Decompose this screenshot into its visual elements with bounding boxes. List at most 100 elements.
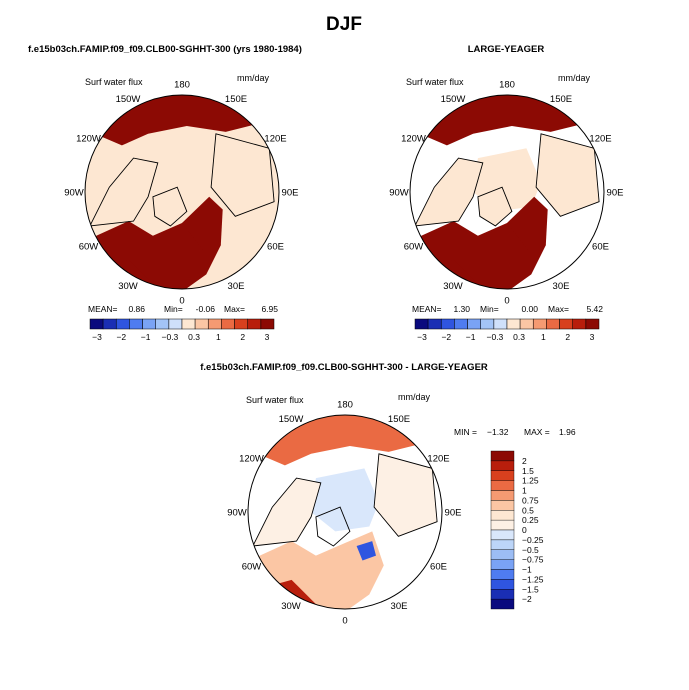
colorbar-swatch — [102, 318, 117, 330]
colorbar-swatch — [247, 318, 262, 330]
coastline-north-america — [252, 477, 322, 547]
colorbar-swatch — [414, 318, 429, 330]
variable-label: Surf water flux — [85, 77, 143, 87]
colorbar-tick-label: 1 — [541, 332, 546, 342]
lon-label: 180 — [174, 80, 190, 91]
colorbar-tick-label: −1 — [522, 565, 532, 575]
colorbar-swatch — [490, 490, 515, 501]
units-label: mm/day — [558, 73, 591, 83]
colorbar-swatch — [221, 318, 235, 330]
colorbar-tick-label: −1 — [141, 332, 151, 342]
lon-label: 120W — [239, 454, 264, 465]
colorbar-swatch — [490, 579, 515, 590]
panel-obs: LARGE-YEAGER Surf water flux mm/day 1801… — [389, 44, 623, 342]
units-label: mm/day — [237, 73, 270, 83]
region-eurasia-north — [374, 453, 438, 537]
colorbar-tick-label: 0.3 — [188, 332, 200, 342]
panel-title: f.e15b03ch.FAMIP.f09_f09.CLB00-SGHHT-300… — [200, 362, 488, 373]
colorbar-swatch — [490, 500, 515, 511]
max-label: Max= — [224, 304, 245, 314]
region-north-america — [89, 158, 158, 226]
colorbar-swatch — [427, 318, 442, 330]
max-value: 6.95 — [261, 304, 278, 314]
lon-label: 90W — [64, 188, 84, 199]
lon-label: 60E — [592, 242, 609, 253]
lon-label: 30W — [118, 281, 138, 292]
colorbar-swatch — [155, 318, 170, 330]
colorbar-swatch — [519, 318, 534, 330]
colorbar-tick-label: −2 — [441, 332, 451, 342]
map-boundary — [84, 94, 280, 290]
lon-label: 30W — [281, 601, 301, 612]
colorbar-swatch — [546, 318, 560, 330]
max-label: MAX = — [524, 427, 550, 437]
colorbar-swatch — [490, 460, 515, 471]
units-label: mm/day — [398, 392, 431, 402]
lon-label: 90W — [227, 508, 247, 519]
lon-label: 150W — [279, 414, 304, 425]
colorbar-swatch — [506, 318, 521, 330]
colorbar-swatch — [467, 318, 481, 330]
colorbar-swatch — [490, 529, 515, 541]
max-value: 5.42 — [586, 304, 603, 314]
colorbar-swatch — [490, 589, 515, 600]
colorbar-swatch — [490, 559, 515, 570]
lon-label: 180 — [499, 80, 515, 91]
colorbar-swatch — [490, 549, 515, 560]
colorbar-swatch — [559, 318, 573, 330]
panel-title: LARGE-YEAGER — [468, 44, 545, 55]
colorbar-tick-label: 0.3 — [513, 332, 525, 342]
colorbar-tick-label: 0.25 — [522, 515, 539, 525]
colorbar-swatch — [585, 318, 600, 330]
colorbar-tick-label: −2 — [116, 332, 126, 342]
colorbar-tick-label: −1.25 — [522, 574, 544, 584]
colorbar-tick-label: −0.3 — [487, 332, 504, 342]
colorbar-swatch — [89, 318, 104, 330]
lon-label: 90E — [445, 508, 462, 519]
colorbar-swatch — [533, 318, 547, 330]
region-barents-sea — [356, 541, 376, 561]
colorbar-tick-label: 0.5 — [522, 505, 534, 515]
colorbar-swatch — [490, 569, 515, 580]
region-north-america — [414, 158, 483, 226]
colorbar-tick-label: 1 — [522, 486, 527, 496]
page-title: DJF — [326, 14, 362, 35]
panel-diff: f.e15b03ch.FAMIP.f09_f09.CLB00-SGHHT-300… — [200, 362, 576, 627]
colorbar-swatch — [490, 598, 515, 610]
lon-label: 120W — [76, 134, 101, 145]
lon-label: 60W — [404, 242, 424, 253]
colorbar-swatch — [441, 318, 455, 330]
colorbar-tick-label: 0 — [522, 525, 527, 535]
colorbar-swatch — [493, 318, 508, 330]
lon-labels: 180 150E 120E 90E 60E 30E 0 30W 60W 90W 120W 150W — [64, 80, 298, 307]
panel-model: f.e15b03ch.FAMIP.f09_f09.CLB00-SGHHT-300… — [28, 44, 302, 342]
colorbar-swatch — [142, 318, 156, 330]
region-greenland — [152, 187, 187, 226]
variable-label: Surf water flux — [246, 395, 304, 405]
coastline-layer — [414, 133, 600, 227]
min-label: Min= — [164, 304, 183, 314]
colorbar-tick-label: −3 — [92, 332, 102, 342]
panel-title: f.e15b03ch.FAMIP.f09_f09.CLB00-SGHHT-300… — [28, 44, 302, 55]
min-label: MIN = — [454, 427, 477, 437]
coastline-eurasia-north — [535, 133, 600, 217]
lon-label: 60W — [79, 242, 99, 253]
lon-label: 120E — [264, 134, 286, 145]
polar-map — [248, 415, 442, 609]
colorbar-swatch — [490, 450, 515, 462]
lon-label: 180 — [337, 400, 353, 411]
colorbar: 21.51.2510.750.50.250−0.25−0.5−0.75−1−1.… — [490, 450, 544, 610]
colorbar-swatch — [480, 318, 495, 330]
colorbar-tick-label: 1.5 — [522, 466, 534, 476]
colorbar-swatch — [490, 539, 515, 551]
lon-label: 150W — [116, 94, 141, 105]
lon-label: 30W — [443, 281, 463, 292]
coastline-eurasia-north — [373, 453, 438, 537]
lon-label: 150W — [441, 94, 466, 105]
map-boundary — [247, 414, 443, 610]
colorbar-swatch — [490, 510, 515, 521]
coastline-layer — [252, 453, 438, 547]
lon-label: 90E — [607, 188, 624, 199]
colorbar-tick-label: −1.5 — [522, 584, 539, 594]
